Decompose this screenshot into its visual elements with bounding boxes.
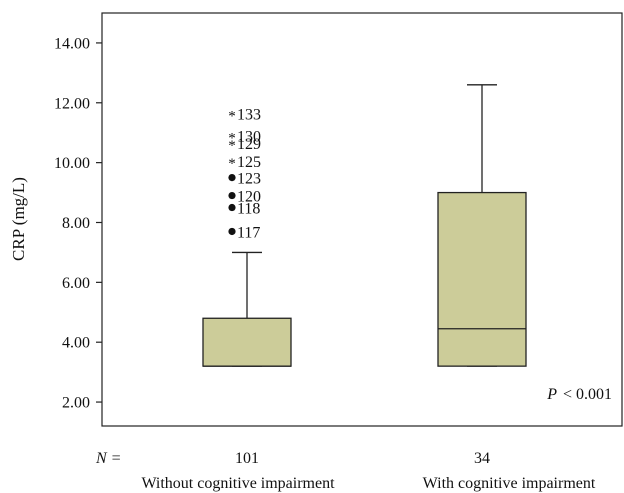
outlier-label: 133: [237, 106, 261, 123]
y-tick-label: 14.00: [54, 35, 90, 52]
extreme-star: *: [228, 156, 236, 172]
iqr-box: [202, 317, 292, 367]
plot-frame: [101, 12, 623, 427]
outlier-label: 117: [237, 224, 260, 241]
p-value: < 0.001: [563, 386, 612, 403]
group-name: Without cognitive impairment: [141, 475, 335, 492]
y-axis-label: CRP (mg/L): [9, 177, 28, 261]
outlier-label: 130: [237, 129, 261, 146]
outlier-label: 118: [237, 201, 260, 218]
outlier-dot: [228, 227, 236, 236]
iqr-box: [437, 191, 527, 367]
y-tick-label: 12.00: [54, 95, 90, 112]
y-axis: 2.00 4.00 6.00 8.00 10.00 12.00 14.00: [54, 35, 102, 412]
outlier-label: 129: [237, 136, 261, 153]
y-tick-label: 4.00: [62, 335, 90, 352]
y-tick-label: 10.00: [54, 155, 90, 172]
box-2: [437, 84, 527, 367]
extreme-star: *: [228, 108, 236, 124]
outlier-dot: [228, 191, 236, 200]
y-tick-label: 8.00: [62, 215, 90, 232]
outlier-dot: [228, 174, 236, 182]
group-n-value: 101: [235, 450, 259, 467]
n-label: N =: [95, 450, 121, 467]
group-footer: 101 Without cognitive impairment 34 With co…: [141, 450, 595, 492]
y-tick-label: 6.00: [62, 275, 90, 292]
group-n-value: 34: [474, 450, 490, 467]
outlier-label: 123: [237, 171, 261, 188]
p-symbol: P: [546, 386, 557, 403]
group-name: With cognitive impairment: [423, 475, 596, 492]
outlier-dot: [228, 203, 236, 212]
p-value-annotation: P < 0.001: [546, 386, 612, 403]
y-tick-label: 2.00: [62, 395, 90, 412]
extreme-star: *: [228, 138, 236, 154]
outlier-label: 120: [237, 189, 261, 206]
extreme-star: *: [228, 131, 236, 147]
outlier-label: 125: [237, 154, 261, 171]
